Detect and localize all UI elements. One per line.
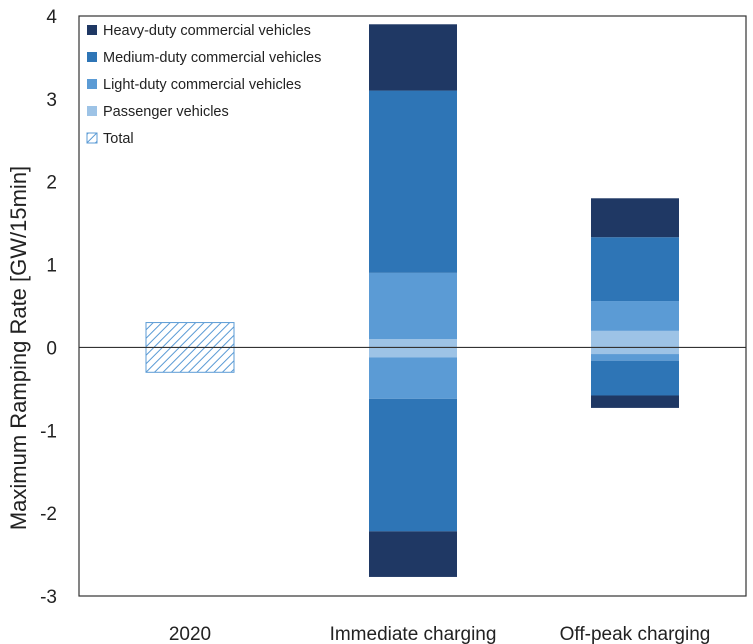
bar-segment-up xyxy=(369,90,457,273)
bars xyxy=(145,24,679,577)
legend-label: Light-duty commercial vehicles xyxy=(103,77,301,93)
bar-segment-down xyxy=(369,398,457,532)
y-tick-label: 2 xyxy=(46,173,57,194)
category-label: Off-peak charging xyxy=(560,624,711,644)
bar-segment-up xyxy=(591,198,679,238)
category-label: Immediate charging xyxy=(330,624,497,644)
bar-segment-down xyxy=(369,347,457,358)
legend-swatch xyxy=(87,106,97,116)
plot-frame xyxy=(78,15,747,597)
bar-segment-down xyxy=(591,395,679,408)
y-tick-label: -3 xyxy=(40,587,57,608)
y-tick-label: -1 xyxy=(40,421,57,442)
legend-label: Total xyxy=(103,131,134,147)
category-labels: 2020 Immediate charging Off-peak charging xyxy=(169,624,710,644)
legend-swatch xyxy=(87,52,97,62)
y-tick-label: 0 xyxy=(46,338,57,359)
y-tick-label: 4 xyxy=(46,7,57,28)
bar-segment-down xyxy=(591,347,679,355)
bar-segment-up xyxy=(369,272,457,340)
y-axis-ticks: 4 3 2 1 0 -1 -2 -3 xyxy=(40,7,57,608)
bar-segment-up xyxy=(369,24,457,91)
bar-segment-down xyxy=(369,531,457,577)
y-tick-label: -2 xyxy=(40,504,57,525)
legend-label: Heavy-duty commercial vehicles xyxy=(103,23,311,39)
y-tick-label: 3 xyxy=(46,90,57,111)
legend-label: Medium-duty commercial vehicles xyxy=(103,50,321,66)
bar-segment-up xyxy=(591,237,679,302)
legend-swatch xyxy=(86,132,98,144)
bar-segment-up xyxy=(591,301,679,331)
legend: Heavy-duty commercial vehicles Medium-dut… xyxy=(86,23,321,147)
bar-segment-down xyxy=(369,357,457,399)
bar-segment-down xyxy=(591,360,679,396)
bar-segment-up xyxy=(591,330,679,348)
category-label: 2020 xyxy=(169,624,211,644)
y-axis-label: Maximum Ramping Rate [GW/15min] xyxy=(6,166,31,530)
y-tick-label: 1 xyxy=(46,256,57,277)
bar-segment-down xyxy=(591,354,679,361)
legend-label: Passenger vehicles xyxy=(103,104,229,120)
legend-swatch xyxy=(87,25,97,35)
bar-segment-up xyxy=(369,339,457,348)
legend-swatch xyxy=(87,79,97,89)
